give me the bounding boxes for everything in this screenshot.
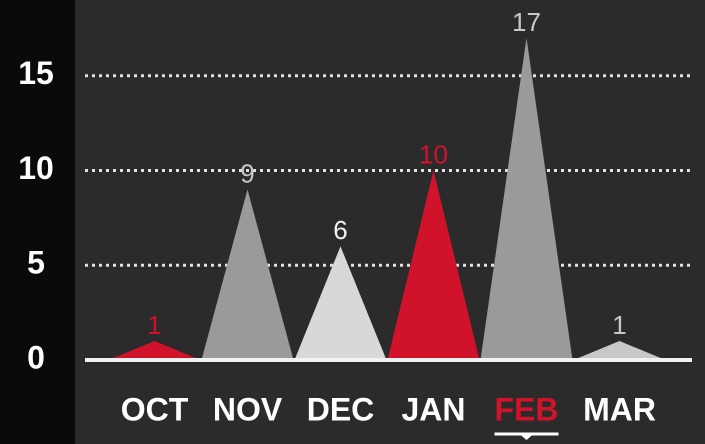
value-label: 1 [612, 310, 626, 340]
y-tick-label: 5 [27, 245, 45, 281]
page: 0510151OCT9NOV6DEC10JAN17FEB1MAR (() => … [0, 0, 705, 444]
x-tick-label: FEB [495, 391, 559, 427]
value-label: 6 [333, 215, 347, 245]
x-tick-label: DEC [307, 391, 375, 427]
value-label: 10 [419, 139, 448, 169]
chart: 0 5 10 15 1 OCT 9 NOV 6 DEC 10 JAN 17 FEB 1 MAR [0, 0, 705, 444]
y-tick-label: 10 [18, 150, 54, 186]
value-label: 17 [512, 7, 541, 37]
background [0, 0, 705, 444]
x-tick-label: NOV [213, 391, 283, 427]
x-tick-label: MAR [583, 391, 656, 427]
y-tick-label: 15 [18, 55, 54, 91]
value-label: 9 [240, 158, 254, 188]
x-tick-label: JAN [401, 391, 465, 427]
x-tick-label: OCT [121, 391, 189, 427]
value-label: 1 [147, 310, 161, 340]
y-tick-label: 0 [27, 339, 45, 375]
